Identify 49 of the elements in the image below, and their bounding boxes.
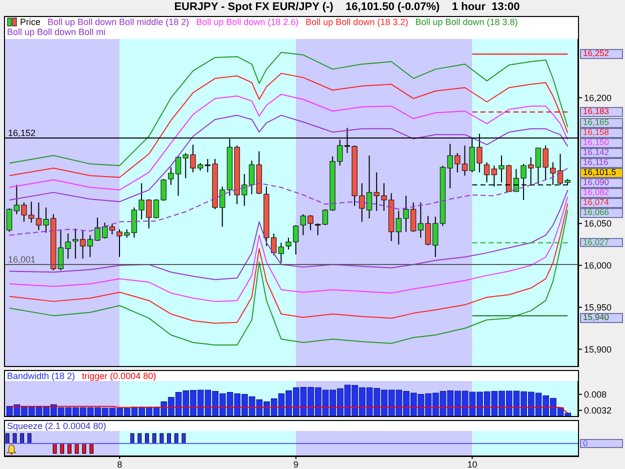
text: Boll up Boll down (18 3.8) [415, 17, 518, 27]
line-series [8, 72, 568, 178]
y-tick-label: 16,050 [584, 218, 612, 229]
ref-line-label: 0 [580, 438, 623, 448]
line-series [8, 189, 568, 280]
chart-title: Squeeze (2.1 0.0004 80) [7, 421, 106, 431]
y-tick-label: 0.0032 [584, 406, 612, 416]
text: Boll up Boll down Boll middle (18 2) [48, 17, 190, 27]
data-label: 16,082 [580, 187, 623, 198]
x-tick-label: 10 [467, 459, 478, 469]
data-label: 16,142 [580, 147, 623, 158]
ref-line-label: 16,001 [8, 254, 36, 265]
data-label: 16,074 [580, 197, 623, 208]
text: Boll up Boll down (18 3.2) [306, 17, 408, 27]
candlestick [109, 222, 115, 235]
line-series [8, 202, 568, 324]
line-series [8, 94, 568, 190]
text: Bandwidth (18 2) [7, 371, 76, 381]
y-tick-label: 15,900 [584, 344, 612, 354]
candlestick [315, 222, 321, 236]
data-label: 16,027 [580, 236, 623, 248]
text: Boll up Boll down (18 2.6) [196, 17, 299, 27]
y-tick-label: 16,000 [584, 260, 612, 271]
text: 16,101.5 [583, 167, 616, 178]
x-tick-label: 8 [117, 459, 122, 469]
data-label: 15,940 [580, 312, 623, 323]
ref-line-label: 16,152 [8, 128, 36, 138]
candlestick [484, 162, 490, 183]
legend-label: Price [20, 17, 41, 27]
data-label: 16,150 [580, 137, 623, 148]
data-label: 16,066 [580, 207, 623, 218]
chart-title: EURJPY - Spot FX EUR/JPY (-) 16,101.50 (-0.07%) 1 hour 13:00 [174, 1, 520, 13]
data-label: 16,090 [580, 177, 623, 188]
x-tick-label: 9 [293, 459, 298, 469]
y-tick-label: 15,950 [584, 302, 612, 313]
text: Boll up Boll down Boll mi [7, 27, 106, 37]
line-series [8, 52, 568, 166]
data-label: 16,116 [580, 157, 623, 168]
data-label: 16,165 [580, 117, 623, 128]
y-tick-label: 0.008 [584, 390, 607, 400]
line-series [8, 114, 568, 202]
line-series [8, 168, 568, 236]
data-label: 16,158 [580, 127, 623, 138]
text: trigger (0.0004 80) [82, 371, 156, 381]
y-tick-label: 16,200 [584, 92, 612, 103]
data-label: 16,183 [580, 106, 623, 117]
line-series [8, 196, 568, 302]
data-label: 16,252 [580, 48, 623, 59]
line-series [8, 210, 568, 346]
